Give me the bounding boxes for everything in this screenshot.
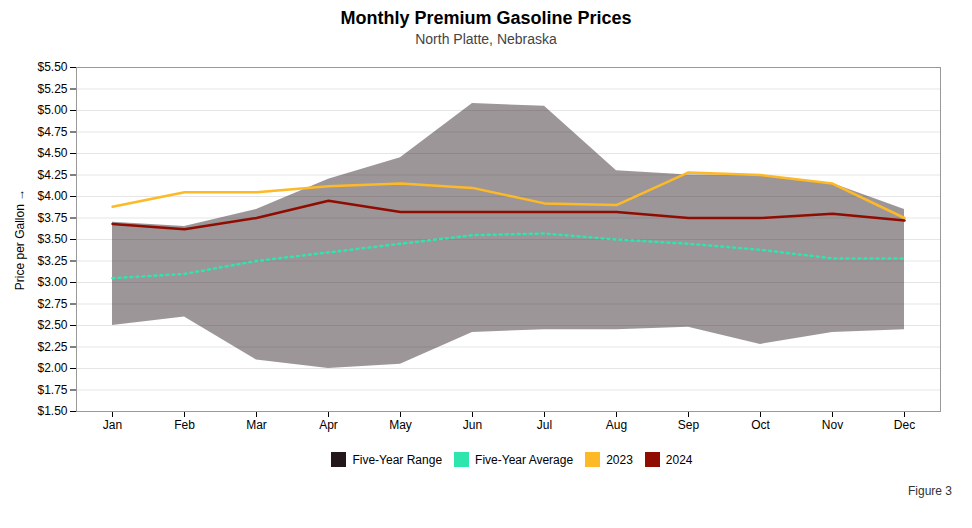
svg-text:Price per Gallon →: Price per Gallon → xyxy=(13,189,27,290)
svg-text:Aug: Aug xyxy=(606,418,627,432)
svg-text:Jul: Jul xyxy=(537,418,552,432)
svg-text:$1.50: $1.50 xyxy=(37,404,67,418)
svg-text:$3.75: $3.75 xyxy=(37,211,67,225)
svg-text:Jan: Jan xyxy=(103,418,122,432)
svg-text:$4.50: $4.50 xyxy=(37,146,67,160)
svg-text:Dec: Dec xyxy=(894,418,915,432)
svg-text:Mar: Mar xyxy=(246,418,267,432)
svg-text:Nov: Nov xyxy=(822,418,843,432)
html-text:Figure 3: Figure 3 xyxy=(908,484,952,498)
svg-text:$5.25: $5.25 xyxy=(37,82,67,96)
svg-text:$2.75: $2.75 xyxy=(37,297,67,311)
svg-text:$3.00: $3.00 xyxy=(37,275,67,289)
svg-text:$4.25: $4.25 xyxy=(37,168,67,182)
svg-text:Jun: Jun xyxy=(463,418,482,432)
svg-text:$2.50: $2.50 xyxy=(37,318,67,332)
html-text:2024: 2024 xyxy=(665,452,693,467)
svg-text:$2.00: $2.00 xyxy=(37,361,67,375)
html-text:Five-Year Range: Five-Year Range xyxy=(352,452,443,467)
svg-text:$1.75: $1.75 xyxy=(37,383,67,397)
html-text:Monthly Premium Gasoline Price: Monthly Premium Gasoline Prices xyxy=(340,8,632,28)
svg-text:$4.00: $4.00 xyxy=(37,189,67,203)
html-text:Five-Year Average: Five-Year Average xyxy=(475,452,574,467)
svg-text:$2.25: $2.25 xyxy=(37,340,67,354)
svg-text:Feb: Feb xyxy=(174,418,195,432)
html-text:2023: 2023 xyxy=(606,452,633,467)
svg-text:Sep: Sep xyxy=(678,418,700,432)
svg-text:$5.00: $5.00 xyxy=(37,103,67,117)
svg-text:$3.25: $3.25 xyxy=(37,254,67,268)
svg-text:$3.50: $3.50 xyxy=(37,232,67,246)
html-text:North Platte, Nebraska: North Platte, Nebraska xyxy=(415,31,557,47)
svg-text:$4.75: $4.75 xyxy=(37,125,67,139)
svg-text:Oct: Oct xyxy=(751,418,770,432)
svg-text:May: May xyxy=(389,418,412,432)
svg-text:Apr: Apr xyxy=(319,418,338,432)
svg-text:$5.50: $5.50 xyxy=(37,60,67,74)
